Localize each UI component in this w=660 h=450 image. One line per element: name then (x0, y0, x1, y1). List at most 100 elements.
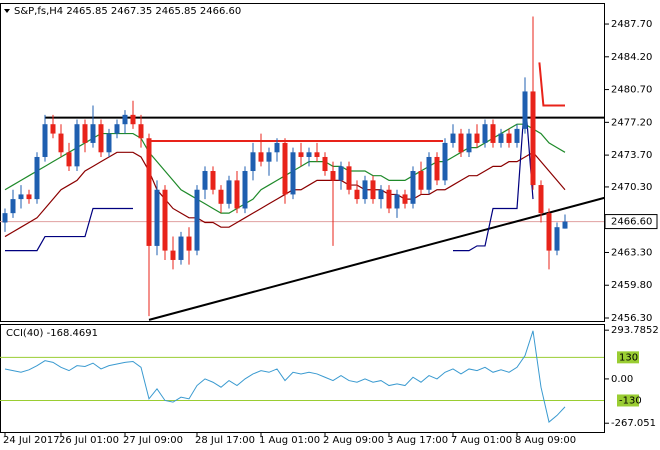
candle-body (18, 194, 24, 200)
candle-body (66, 152, 72, 167)
cci-plot (0, 330, 604, 423)
candle-body (82, 124, 88, 143)
candle-body (106, 133, 112, 153)
candle-body (242, 171, 248, 209)
y-tick-label: 2487.70 (611, 19, 652, 30)
candle-body (538, 185, 544, 214)
cci-frame (0, 324, 605, 433)
candle-body (250, 152, 256, 172)
candle-body (34, 156, 40, 200)
y-tick-label: -267.051 (611, 418, 656, 429)
main-frame (0, 3, 605, 322)
cci-line (4, 330, 566, 423)
candle-body (522, 91, 528, 129)
candle-body (498, 133, 504, 143)
candle-body (42, 124, 48, 157)
axes: 2487.70 2484.20 2480.70 2477.20 2473.70 2470.… (3, 19, 659, 446)
x-tick-label: 1 Aug 01:00 (259, 435, 320, 446)
candle-body (546, 213, 552, 251)
candle-body (194, 189, 200, 251)
candle-body (74, 124, 80, 167)
candle-body (554, 227, 560, 251)
last-price-label: 2466.60 (611, 217, 652, 228)
y-tick-label: 2484.20 (611, 52, 652, 63)
y-tick-label: 2456.30 (611, 313, 652, 324)
candle-body (402, 194, 408, 204)
candle-body (514, 128, 520, 143)
candle-body (290, 152, 296, 195)
candle-body (330, 171, 336, 181)
candle-body (354, 189, 360, 200)
candle-body (178, 236, 184, 260)
candle-body (306, 152, 312, 157)
y-tick-label: 0.00 (611, 374, 633, 385)
candle-body (482, 124, 488, 143)
trend-line (538, 62, 565, 107)
candle-body (426, 156, 432, 190)
candle-body (146, 138, 152, 246)
candle-body (322, 156, 328, 172)
last-price-box (604, 214, 658, 230)
candle-body (274, 142, 280, 153)
candle-body (442, 142, 448, 181)
candle-body (458, 133, 464, 153)
y-tick-label: 2459.80 (611, 280, 652, 291)
candle-body (138, 124, 144, 139)
candle-body (26, 194, 32, 200)
x-tick-label: 2 Aug 09:00 (323, 435, 384, 446)
y-tick-label: 2480.70 (611, 85, 652, 96)
candle-body (162, 189, 168, 251)
candle-body (282, 142, 288, 195)
candle-body (170, 250, 176, 260)
candle-body (122, 114, 128, 125)
candle-body (386, 189, 392, 209)
x-tick-label: 27 Jul 09:00 (123, 435, 183, 446)
candle-body (226, 180, 232, 204)
candle-body (210, 171, 216, 190)
candle-body (90, 124, 96, 143)
candle-body (234, 180, 240, 209)
x-tick-label: 28 Jul 17:00 (195, 435, 255, 446)
candle-body (362, 180, 368, 200)
candle-body (114, 124, 120, 134)
candle-body (98, 124, 104, 153)
indicator-line (453, 96, 534, 252)
x-tick-label: 7 Aug 01:00 (451, 435, 512, 446)
y-tick-label: 2470.30 (611, 182, 652, 193)
candle-body (10, 199, 16, 214)
y-tick-label: 2473.70 (611, 150, 652, 161)
candle-body (410, 171, 416, 204)
candle-body (154, 189, 160, 246)
candle-body (130, 114, 136, 125)
candle-body (506, 133, 512, 143)
x-tick-label: 26 Jul 01:00 (59, 435, 119, 446)
candle-body (218, 189, 224, 204)
y-tick-label: 293.7852 (611, 325, 659, 336)
level-label: -130 (619, 395, 642, 406)
candle-body (50, 124, 56, 134)
level-label: 130 (619, 352, 638, 363)
chart-title: S&P,fs,H4 2465.85 2467.35 2465.85 2466.6… (14, 6, 241, 17)
candle-body (434, 156, 440, 181)
candle-body (298, 152, 304, 157)
trend-line (148, 196, 604, 321)
level-box (617, 351, 639, 364)
candle-body (474, 133, 480, 143)
level-box (617, 394, 639, 407)
cci-title: CCI(40) -168.4691 (6, 328, 98, 339)
candle-body (346, 166, 352, 190)
candle-body (314, 152, 320, 157)
candle-body (466, 133, 472, 153)
x-tick-label: 24 Jul 2017 (3, 435, 60, 446)
candle-body (202, 171, 208, 190)
candle-body (370, 180, 376, 200)
main-plot (0, 16, 604, 321)
candle-body (378, 189, 384, 200)
candle-body (58, 133, 64, 153)
x-tick-label: 8 Aug 09:00 (515, 435, 576, 446)
candle-body (338, 166, 344, 181)
candle-body (266, 152, 272, 162)
indicator-line (5, 207, 133, 252)
candle-body (418, 171, 424, 190)
